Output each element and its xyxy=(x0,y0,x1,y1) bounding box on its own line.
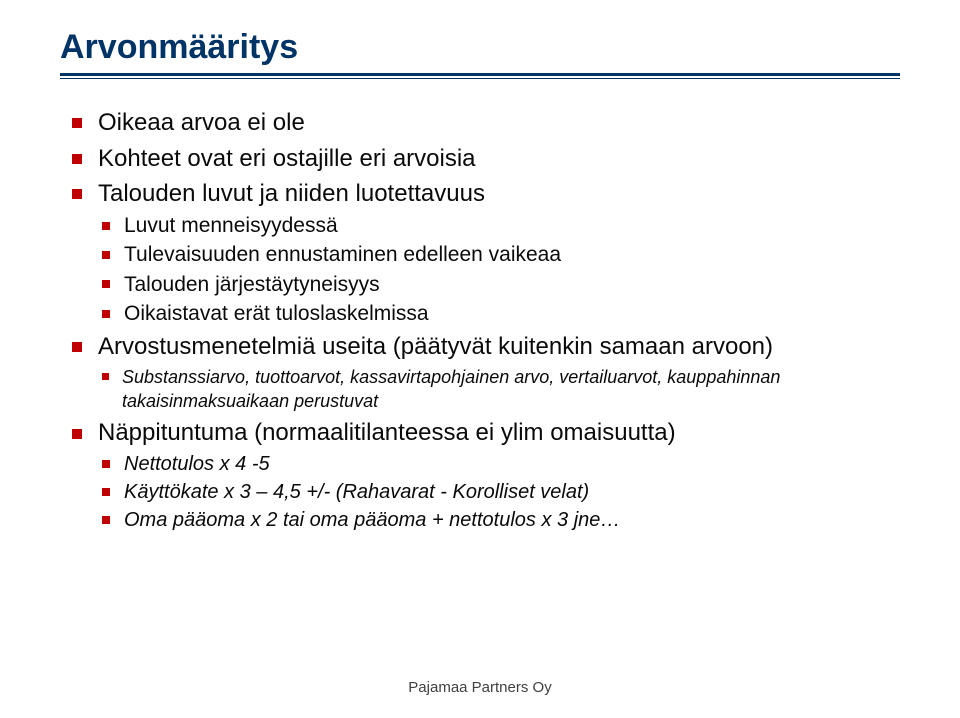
slide-title: Arvonmääritys xyxy=(60,28,900,67)
sub-bullet-text: Substanssiarvo, tuottoarvot, kassavirtap… xyxy=(122,367,780,411)
sub-bullet-text: Nettotulos x 4 -5 xyxy=(124,453,270,475)
bullet-text: Oikeaa arvoa ei ole xyxy=(98,109,305,136)
sub-list: Substanssiarvo, tuottoarvot, kassavirtap… xyxy=(98,365,900,414)
bullet-text: Talouden luvut ja niiden luotettavuus xyxy=(98,180,485,207)
sub-bullet-item: Oma pääoma x 2 tai oma pääoma + nettotul… xyxy=(98,507,900,533)
bullet-item: Kohteet ovat eri ostajille eri arvoisia xyxy=(70,143,900,175)
sub-bullet-text: Oikaistavat erät tuloslaskelmissa xyxy=(124,302,429,325)
slide: Arvonmääritys Oikeaa arvoa ei ole Kohtee… xyxy=(0,0,960,718)
sub-bullet-text: Talouden järjestäytyneisyys xyxy=(124,273,380,296)
sub-bullet-item: Oikaistavat erät tuloslaskelmissa xyxy=(98,300,900,327)
sub-bullet-item: Tulevaisuuden ennustaminen edelleen vaik… xyxy=(98,241,900,268)
sub-bullet-text: Luvut menneisyydessä xyxy=(124,214,338,237)
content-area: Oikeaa arvoa ei ole Kohteet ovat eri ost… xyxy=(60,107,900,533)
sub-list: Luvut menneisyydessä Tulevaisuuden ennus… xyxy=(98,212,900,327)
bullet-text: Arvostusmenetelmiä useita (päätyvät kuit… xyxy=(98,333,773,360)
bullet-text: Kohteet ovat eri ostajille eri arvoisia xyxy=(98,145,476,172)
sub-bullet-item: Luvut menneisyydessä xyxy=(98,212,900,239)
bullet-item: Oikeaa arvoa ei ole xyxy=(70,107,900,139)
rule-thick xyxy=(60,73,900,76)
bullet-list: Oikeaa arvoa ei ole Kohteet ovat eri ost… xyxy=(70,107,900,533)
bullet-item: Talouden luvut ja niiden luotettavuus Lu… xyxy=(70,178,900,327)
sub-bullet-item: Käyttökate x 3 – 4,5 +/- (Rahavarat - Ko… xyxy=(98,479,900,505)
sub-bullet-text: Oma pääoma x 2 tai oma pääoma + nettotul… xyxy=(124,509,620,531)
title-rule xyxy=(60,73,900,79)
sub-bullet-item: Talouden järjestäytyneisyys xyxy=(98,271,900,298)
sub-bullet-text: Käyttökate x 3 – 4,5 +/- (Rahavarat - Ko… xyxy=(124,481,589,503)
footer-text: Pajamaa Partners Oy xyxy=(0,679,960,696)
bullet-text: Näppituntuma (normaalitilanteessa ei yli… xyxy=(98,419,676,446)
sub-bullet-item: Substanssiarvo, tuottoarvot, kassavirtap… xyxy=(98,365,900,414)
bullet-item: Näppituntuma (normaalitilanteessa ei yli… xyxy=(70,417,900,533)
sub-bullet-item: Nettotulos x 4 -5 xyxy=(98,451,900,477)
bullet-item: Arvostusmenetelmiä useita (päätyvät kuit… xyxy=(70,331,900,413)
rule-thin xyxy=(60,78,900,79)
sub-bullet-text: Tulevaisuuden ennustaminen edelleen vaik… xyxy=(124,243,561,266)
sub-list: Nettotulos x 4 -5 Käyttökate x 3 – 4,5 +… xyxy=(98,451,900,533)
